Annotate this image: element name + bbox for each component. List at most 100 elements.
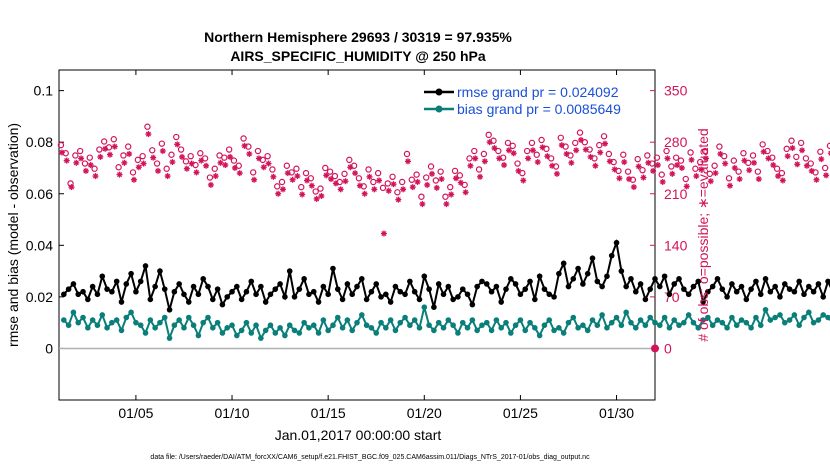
possible-obs-marker [447, 183, 454, 191]
evaluated-stroke [453, 175, 459, 181]
rmse-point [532, 296, 538, 303]
evaluated-obs-marker [323, 172, 330, 179]
bias-point [753, 314, 759, 321]
evaluated-obs-marker [145, 131, 152, 138]
rmse-point [815, 281, 822, 287]
bias-point [604, 325, 610, 331]
bias-point [503, 319, 509, 326]
evaluated-obs-marker [183, 165, 190, 172]
evaluated-stroke [515, 168, 522, 174]
evaluated-obs-marker [299, 191, 306, 198]
evaluated-stroke [184, 166, 190, 172]
evaluated-stroke [270, 174, 276, 180]
y-tick-left-label: 0.04 [26, 237, 53, 253]
rmse-point [339, 296, 346, 303]
rmse-point [647, 286, 653, 292]
evaluated-stroke [568, 160, 574, 166]
evaluated-stroke [650, 168, 656, 174]
bias-point [426, 322, 432, 329]
possible-obs-marker [754, 168, 762, 175]
evaluated-stroke [68, 184, 75, 190]
bias-point [229, 322, 235, 329]
possible-obs-marker [456, 172, 464, 179]
rmse-point [786, 286, 793, 292]
bias-point [608, 319, 615, 326]
evaluated-obs-marker [116, 171, 123, 178]
evaluated-obs-marker [126, 150, 133, 157]
bias-point [498, 325, 504, 331]
evaluated-stroke [439, 176, 445, 182]
bias-point [791, 312, 798, 318]
evaluated-stroke [780, 177, 786, 184]
rmse-point [575, 265, 581, 272]
evaluated-stroke [256, 155, 262, 161]
bias-point [65, 322, 72, 329]
possible-obs-marker [211, 165, 218, 172]
bias-point [810, 319, 817, 326]
bias-point [373, 330, 380, 336]
rmse-point [541, 286, 548, 292]
bias-point [301, 319, 307, 326]
bias-point [185, 314, 192, 321]
evaluated-stroke [107, 152, 113, 158]
x-tick-label: 01/30 [599, 405, 634, 421]
bias-point [647, 314, 653, 321]
possible-obs-marker [317, 185, 324, 192]
rmse-point [714, 276, 721, 282]
rmse-point [488, 288, 495, 295]
possible-obs-marker [523, 147, 531, 155]
evaluated-obs-marker [726, 182, 733, 189]
rmse-point [214, 286, 221, 292]
bias-point [109, 319, 115, 326]
possible-obs-marker [225, 146, 233, 153]
obs-zero-marker [651, 344, 659, 353]
bias-point [474, 327, 480, 334]
possible-obs-marker [442, 193, 449, 200]
bias-point [258, 335, 264, 341]
possible-obs-marker [682, 175, 689, 183]
evaluated-stroke [640, 174, 647, 181]
evaluated-stroke [165, 173, 171, 179]
evaluated-stroke [203, 163, 209, 169]
rmse-point [455, 294, 461, 300]
rmse-point [147, 296, 154, 303]
evaluated-stroke [131, 177, 137, 183]
possible-obs-marker [600, 133, 608, 140]
evaluated-obs-marker [582, 146, 589, 153]
evaluated-obs-marker [746, 167, 753, 174]
evaluated-stroke [765, 155, 771, 161]
possible-obs-marker [379, 184, 387, 192]
legend-rmse-label: rmse grand pr = 0.024092 [457, 84, 619, 100]
bias-point [296, 330, 303, 336]
evaluated-stroke [482, 158, 488, 164]
evaluated-stroke [145, 131, 151, 137]
evaluated-stroke [246, 151, 252, 157]
possible-obs-marker [298, 183, 305, 191]
bias-point [402, 314, 408, 321]
bias-point [685, 312, 692, 318]
rmse-point [262, 299, 269, 305]
evaluated-obs-marker [592, 162, 599, 169]
evaluated-obs-marker [549, 162, 556, 169]
bias-point [272, 330, 279, 336]
y-tick-right-label: 140 [664, 237, 688, 253]
bias-point [642, 322, 649, 329]
possible-obs-marker [730, 157, 738, 164]
possible-obs-marker [495, 147, 502, 155]
evaluated-obs-marker [73, 159, 80, 166]
evaluated-obs-marker [688, 156, 695, 163]
bias-point [613, 314, 620, 321]
possible-obs-marker [322, 164, 329, 172]
evaluated-stroke [376, 177, 382, 184]
evaluated-stroke [775, 173, 781, 179]
possible-obs-marker [221, 154, 228, 161]
bias-point [70, 309, 77, 316]
bias-point [210, 325, 216, 331]
rmse-point [435, 281, 442, 287]
rmse-point [94, 291, 101, 298]
rmse-point [469, 301, 476, 308]
possible-obs-marker [745, 159, 752, 167]
possible-obs-marker [326, 168, 334, 175]
rmse-point [61, 291, 67, 298]
evaluated-stroke [794, 161, 800, 167]
